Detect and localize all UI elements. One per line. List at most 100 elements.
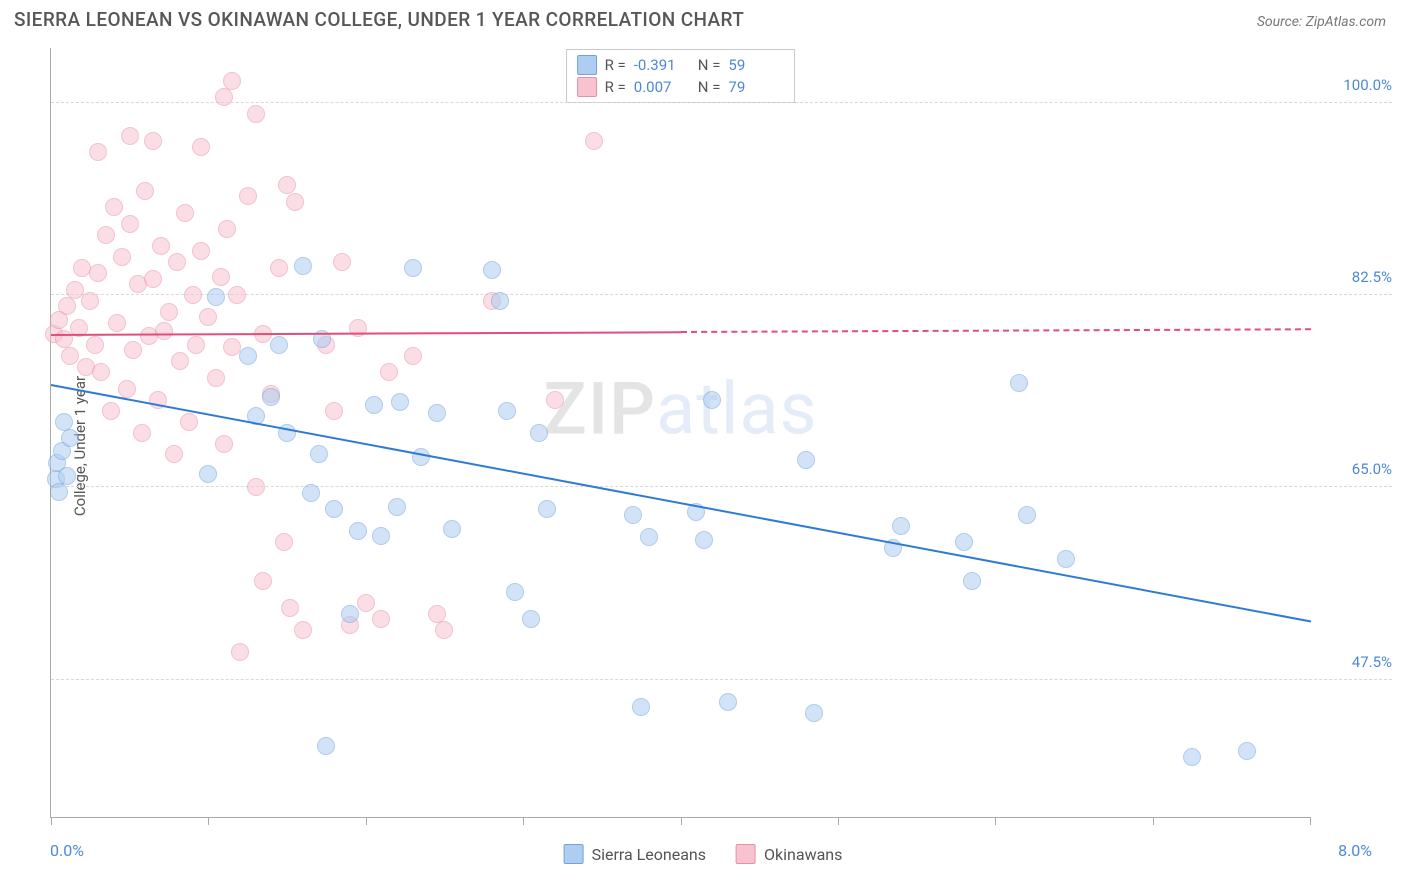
scatter-point bbox=[215, 435, 233, 453]
x-tick bbox=[1153, 817, 1154, 825]
scatter-point bbox=[498, 402, 516, 420]
r-label: R = bbox=[605, 56, 626, 74]
scatter-point bbox=[380, 363, 398, 381]
trend-line bbox=[51, 384, 1311, 622]
scatter-point bbox=[372, 527, 390, 545]
scatter-point bbox=[199, 465, 217, 483]
scatter-point bbox=[61, 347, 79, 365]
scatter-point bbox=[171, 352, 189, 370]
scatter-point bbox=[118, 380, 136, 398]
scatter-point bbox=[50, 483, 68, 501]
gridline bbox=[51, 294, 1392, 295]
scatter-point bbox=[483, 261, 501, 279]
gridline bbox=[51, 102, 1392, 103]
scatter-point bbox=[435, 621, 453, 639]
legend-swatch bbox=[736, 844, 756, 864]
source-attribution: Source: ZipAtlas.com bbox=[1257, 14, 1386, 30]
scatter-point bbox=[192, 242, 210, 260]
watermark-part2: atlas bbox=[656, 367, 818, 452]
scatter-point bbox=[310, 445, 328, 463]
scatter-point bbox=[349, 522, 367, 540]
scatter-point bbox=[325, 500, 343, 518]
scatter-point bbox=[270, 336, 288, 354]
chart-title: SIERRA LEONEAN VS OKINAWAN COLLEGE, UNDE… bbox=[14, 8, 744, 31]
scatter-point bbox=[102, 402, 120, 420]
x-tick bbox=[208, 817, 209, 825]
scatter-point bbox=[585, 132, 603, 150]
scatter-point bbox=[357, 594, 375, 612]
scatter-point bbox=[281, 599, 299, 617]
scatter-point bbox=[365, 396, 383, 414]
scatter-point bbox=[1057, 550, 1075, 568]
y-tick-label: 65.0% bbox=[1346, 460, 1392, 478]
scatter-point bbox=[121, 127, 139, 145]
watermark: ZIPatlas bbox=[543, 367, 817, 452]
scatter-point bbox=[391, 393, 409, 411]
x-tick bbox=[51, 817, 52, 825]
scatter-point bbox=[286, 193, 304, 211]
x-tick bbox=[995, 817, 996, 825]
scatter-point bbox=[372, 610, 390, 628]
scatter-point bbox=[797, 451, 815, 469]
scatter-point bbox=[199, 308, 217, 326]
scatter-point bbox=[124, 341, 142, 359]
scatter-point bbox=[89, 143, 107, 161]
scatter-point bbox=[262, 388, 280, 406]
scatter-chart: ZIPatlas R =-0.391N =59R =0.007N =79 47.… bbox=[50, 48, 1310, 818]
trend-line bbox=[681, 329, 1311, 334]
scatter-point bbox=[160, 303, 178, 321]
scatter-point bbox=[719, 693, 737, 711]
y-tick-label: 82.5% bbox=[1346, 268, 1392, 286]
x-tick bbox=[523, 817, 524, 825]
scatter-point bbox=[144, 270, 162, 288]
scatter-point bbox=[428, 404, 446, 422]
scatter-point bbox=[443, 520, 461, 538]
scatter-point bbox=[223, 72, 241, 90]
scatter-point bbox=[247, 478, 265, 496]
scatter-point bbox=[239, 347, 257, 365]
scatter-point bbox=[86, 336, 104, 354]
scatter-point bbox=[228, 286, 246, 304]
scatter-point bbox=[192, 138, 210, 156]
scatter-point bbox=[294, 621, 312, 639]
legend-label: Okinawans bbox=[764, 845, 842, 864]
scatter-point bbox=[522, 610, 540, 628]
scatter-point bbox=[136, 182, 154, 200]
scatter-point bbox=[404, 259, 422, 277]
scatter-point bbox=[89, 264, 107, 282]
scatter-point bbox=[207, 369, 225, 387]
scatter-point bbox=[61, 429, 79, 447]
scatter-point bbox=[404, 347, 422, 365]
scatter-point bbox=[491, 292, 509, 310]
scatter-point bbox=[506, 583, 524, 601]
scatter-point bbox=[624, 506, 642, 524]
scatter-point bbox=[155, 322, 173, 340]
y-tick-label: 100.0% bbox=[1337, 76, 1392, 94]
scatter-point bbox=[239, 187, 257, 205]
x-tick bbox=[366, 817, 367, 825]
n-label: N = bbox=[698, 56, 721, 74]
scatter-point bbox=[805, 704, 823, 722]
scatter-point bbox=[55, 330, 73, 348]
scatter-point bbox=[133, 424, 151, 442]
scatter-point bbox=[247, 105, 265, 123]
series-legend: Sierra Leoneans Okinawans bbox=[564, 844, 843, 864]
scatter-point bbox=[58, 467, 76, 485]
y-tick-label: 47.5% bbox=[1346, 653, 1392, 671]
scatter-point bbox=[1010, 374, 1028, 392]
scatter-point bbox=[81, 292, 99, 310]
scatter-point bbox=[317, 737, 335, 755]
scatter-point bbox=[144, 132, 162, 150]
scatter-point bbox=[955, 533, 973, 551]
scatter-point bbox=[215, 88, 233, 106]
scatter-point bbox=[66, 281, 84, 299]
scatter-point bbox=[92, 363, 110, 381]
legend-label: Sierra Leoneans bbox=[592, 845, 706, 864]
legend-swatch bbox=[577, 55, 597, 75]
scatter-point bbox=[270, 259, 288, 277]
n-value: 79 bbox=[728, 78, 784, 96]
scatter-point bbox=[294, 257, 312, 275]
stats-legend: R =-0.391N =59R =0.007N =79 bbox=[566, 49, 796, 103]
scatter-point bbox=[341, 605, 359, 623]
legend-swatch bbox=[564, 844, 584, 864]
